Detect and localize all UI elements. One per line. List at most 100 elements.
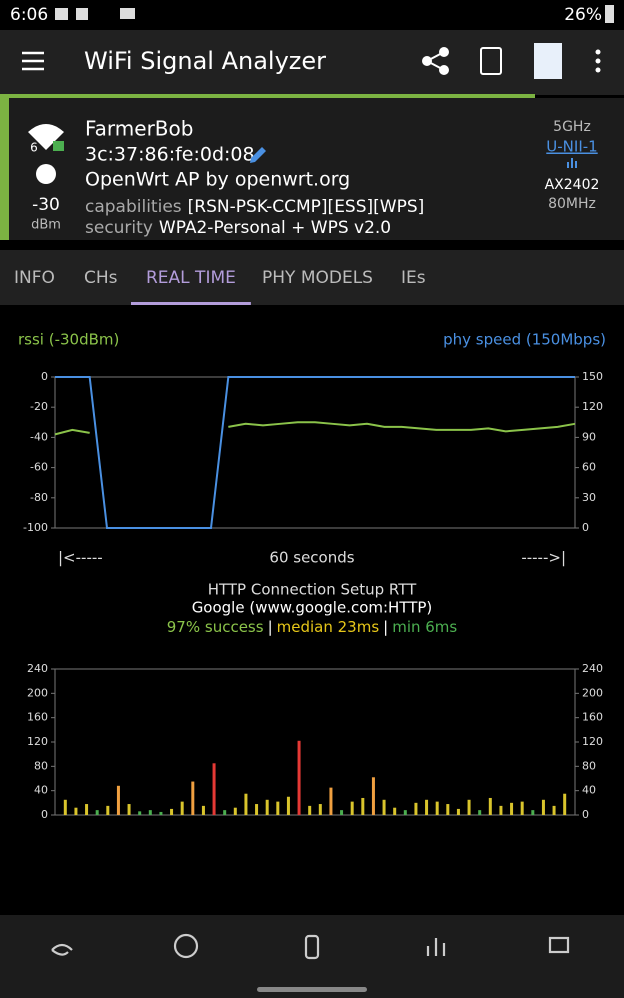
bar [361,797,365,815]
bar [308,805,312,815]
wifi-generation: 6 [30,141,38,155]
bar [425,799,429,815]
stat: min 6ms [392,618,457,636]
bar [382,799,386,815]
tab-indicator [131,302,251,305]
bar [159,811,163,815]
chart-subtitle: Google (www.google.com:HTTP) [192,599,433,617]
bar [233,807,237,815]
nav-screens[interactable] [548,936,570,954]
bar [276,801,280,815]
y2-tick-label: 0 [582,521,589,534]
tab[interactable]: IEs [401,268,426,288]
tab[interactable]: PHY MODELS [262,268,373,288]
bar [563,793,567,815]
bar [329,787,333,815]
y2-tick-label: 160 [582,711,603,724]
bottom-nav [0,915,624,998]
y-tick-label: -40 [30,430,48,443]
capabilities-value: [RSN-PSK-CCMP][ESS][WPS] [188,197,425,217]
series-line [55,376,575,529]
nav-chart[interactable] [426,938,446,956]
bar [212,763,216,815]
y-tick-label: 0 [41,808,48,821]
tab[interactable]: CHs [84,268,118,288]
y2-tick-label: 0 [582,808,589,821]
progress-bar [0,94,535,98]
bar [148,810,152,815]
menu-button[interactable] [22,51,44,71]
y2-tick-label: 30 [582,491,596,504]
nav-connect[interactable] [51,943,73,956]
y2-tick-label: 120 [582,400,603,413]
chip: AX2402 [545,177,600,193]
y2-tick-label: 40 [582,784,596,797]
bar [350,801,354,815]
csv-button[interactable] [480,47,502,75]
bar [552,805,556,815]
bar [297,740,301,815]
bar [116,785,120,815]
y-tick-label: -80 [30,491,48,504]
bar [223,810,227,815]
bar [85,804,89,815]
app-bar [0,30,624,95]
y2-tick-label: 120 [582,735,603,748]
lock-icon [53,141,64,151]
nav-speed[interactable] [173,933,199,959]
network-card[interactable] [0,98,624,240]
battery-icon [605,5,614,23]
stat: median 23ms [277,618,380,636]
overflow-button[interactable] [595,49,601,73]
bar [244,793,248,815]
y-tick-label: -20 [30,400,48,413]
bar [170,808,174,815]
export-button[interactable] [534,43,562,79]
y2-tick-label: 150 [582,370,603,383]
bar [265,799,269,815]
status-time: 6:06 [10,5,48,25]
tab-bar [0,250,624,305]
bar [191,781,195,815]
tab[interactable]: INFO [14,268,55,288]
y-tick-label: -100 [23,521,48,534]
y2-tick-label: 200 [582,686,603,699]
signal-value: -30 [32,195,60,215]
edit-button[interactable] [250,147,266,163]
share-button[interactable] [422,47,449,75]
channel-icon [567,158,577,168]
bar [201,805,205,815]
bar [63,799,67,815]
bar [456,808,460,815]
bar [435,801,439,815]
tab[interactable]: REAL TIME [146,268,236,288]
nav-icons [51,933,570,960]
bar [510,802,514,815]
bar [74,807,78,815]
vendor: OpenWrt AP by openwrt.org [85,169,350,191]
security-line: security WPA2-Personal + WPS v2.0 [85,218,391,238]
ssid: FarmerBob [85,117,193,141]
bar [478,810,482,815]
bar [255,804,259,815]
y-tick-label: 240 [27,662,48,675]
bar [520,801,524,815]
band: 5GHz [553,119,591,135]
nav-device[interactable] [304,934,320,960]
traffic-icon [36,164,56,184]
status-battery: 26% [564,5,602,25]
signal-unit: dBm [31,218,61,233]
security-value: WPA2-Personal + WPS v2.0 [159,218,391,238]
y-tick-label: 80 [34,759,48,772]
stats-line: 97% success | median 23ms | min 6ms [167,618,458,636]
signal-strip [0,98,9,240]
bar [138,811,142,815]
bar [541,799,545,815]
bar [488,797,492,815]
y-tick-label: 40 [34,784,48,797]
legend-entry: rssi (-30dBm) [18,331,119,349]
status-icons [55,8,135,20]
y-tick-label: -60 [30,461,48,474]
subband[interactable]: U-NII-1 [546,138,597,156]
